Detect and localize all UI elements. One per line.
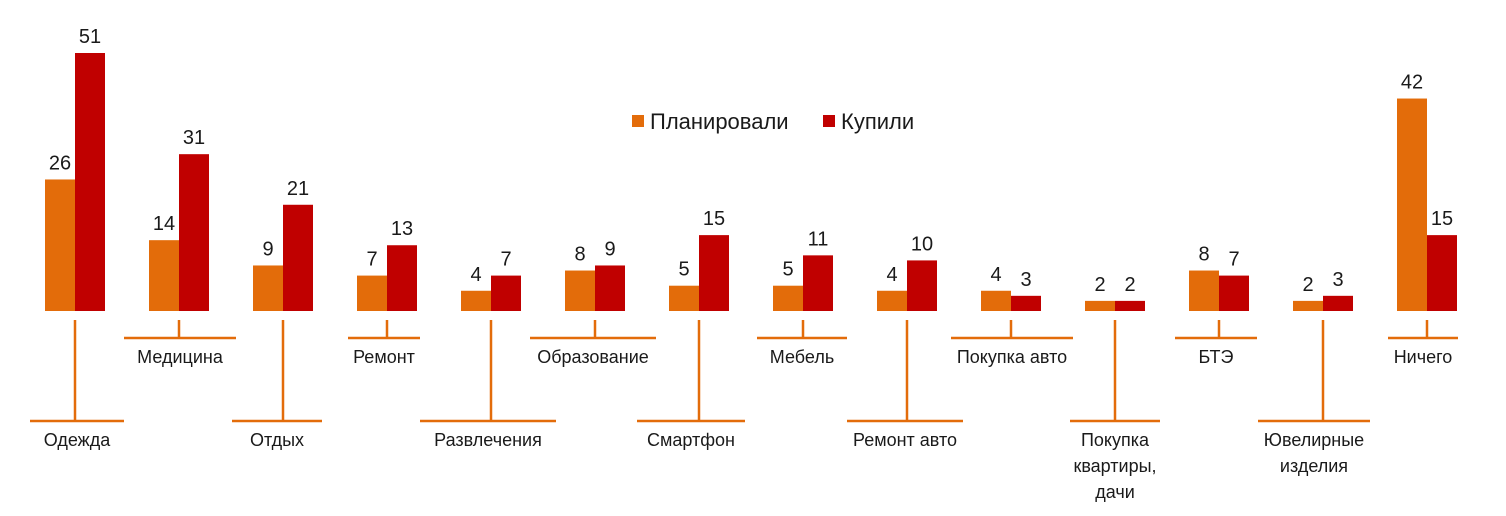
value-label-bought-11: 7 bbox=[1228, 249, 1239, 271]
bar-planned-11 bbox=[1189, 270, 1219, 311]
value-label-planned-12: 2 bbox=[1302, 274, 1313, 296]
category-label-10: Покупка квартиры, дачи bbox=[1073, 430, 1156, 502]
value-label-planned-3: 7 bbox=[366, 249, 377, 271]
bar-bought-7 bbox=[803, 255, 833, 311]
value-label-bought-13: 15 bbox=[1431, 208, 1453, 230]
value-label-bought-7: 11 bbox=[808, 228, 829, 250]
bar-bought-2 bbox=[283, 204, 313, 311]
category-label-3: Ремонт bbox=[353, 347, 415, 367]
value-label-planned-9: 4 bbox=[990, 264, 1001, 286]
legend-label-bought: Купили bbox=[841, 109, 914, 134]
category-label-4: Развлечения bbox=[434, 430, 542, 450]
value-label-bought-4: 7 bbox=[500, 249, 511, 271]
bar-planned-5 bbox=[565, 270, 595, 311]
legend-swatch-bought bbox=[823, 115, 835, 127]
value-label-bought-5: 9 bbox=[604, 238, 615, 260]
category-label-12: Ювелирные изделия bbox=[1264, 430, 1364, 476]
bar-bought-4 bbox=[491, 275, 521, 311]
legend-swatch-planned bbox=[632, 115, 644, 127]
bar-planned-2 bbox=[253, 265, 283, 311]
legend-label-planned: Планировали bbox=[650, 109, 789, 134]
bar-planned-3 bbox=[357, 275, 387, 311]
value-label-bought-12: 3 bbox=[1332, 269, 1343, 291]
bar-planned-12 bbox=[1293, 300, 1323, 311]
bar-bought-6 bbox=[699, 235, 729, 311]
bar-bought-9 bbox=[1011, 295, 1041, 311]
category-label-0: Одежда bbox=[44, 430, 111, 450]
bar-bought-8 bbox=[907, 260, 937, 311]
value-label-bought-8: 10 bbox=[911, 233, 933, 255]
value-label-planned-13: 42 bbox=[1401, 72, 1423, 94]
bar-bought-1 bbox=[179, 154, 209, 311]
bar-planned-9 bbox=[981, 290, 1011, 311]
value-label-bought-6: 15 bbox=[703, 208, 725, 230]
category-label-7: Мебель bbox=[770, 347, 834, 367]
bar-planned-10 bbox=[1085, 300, 1115, 311]
value-label-planned-5: 8 bbox=[574, 244, 585, 266]
bar-bought-11 bbox=[1219, 275, 1249, 311]
value-label-bought-3: 13 bbox=[391, 218, 413, 240]
value-label-bought-1: 31 bbox=[183, 127, 205, 149]
bar-planned-8 bbox=[877, 290, 907, 311]
bar-bought-10 bbox=[1115, 300, 1145, 311]
value-label-bought-0: 51 bbox=[79, 26, 101, 48]
bar-planned-6 bbox=[669, 285, 699, 311]
category-label-13: Ничего bbox=[1394, 347, 1453, 367]
category-label-1: Медицина bbox=[137, 347, 224, 367]
bar-planned-1 bbox=[149, 240, 179, 311]
bar-planned-13 bbox=[1397, 98, 1427, 311]
value-label-planned-0: 26 bbox=[49, 152, 71, 174]
legend: Планировали Купили bbox=[632, 109, 914, 134]
bar-bought-0 bbox=[75, 53, 105, 311]
category-label-5: Образование bbox=[537, 347, 649, 367]
category-label-2: Отдых bbox=[250, 430, 304, 450]
value-label-planned-11: 8 bbox=[1198, 244, 1209, 266]
category-label-8: Ремонт авто bbox=[853, 430, 957, 450]
bar-bought-12 bbox=[1323, 295, 1353, 311]
bar-planned-0 bbox=[45, 179, 75, 311]
category-label-6: Смартфон bbox=[647, 430, 735, 450]
value-label-bought-9: 3 bbox=[1020, 269, 1031, 291]
bar-bought-3 bbox=[387, 245, 417, 311]
value-label-planned-7: 5 bbox=[782, 259, 793, 281]
value-label-bought-10: 2 bbox=[1124, 274, 1135, 296]
value-label-planned-1: 14 bbox=[153, 213, 175, 235]
value-label-planned-10: 2 bbox=[1094, 274, 1105, 296]
value-label-planned-8: 4 bbox=[886, 264, 897, 286]
value-label-planned-6: 5 bbox=[678, 259, 689, 281]
value-label-planned-2: 9 bbox=[262, 238, 273, 260]
value-label-planned-4: 4 bbox=[470, 264, 481, 286]
bar-bought-13 bbox=[1427, 235, 1457, 311]
category-labels: Одежда Медицина Отдых Ремонт Развлечения Обра… bbox=[44, 347, 1453, 502]
category-label-9: Покупка авто bbox=[957, 347, 1067, 367]
category-label-11: БТЭ bbox=[1199, 347, 1234, 367]
value-label-bought-2: 21 bbox=[287, 178, 309, 200]
bar-bought-5 bbox=[595, 265, 625, 311]
bar-planned-4 bbox=[461, 290, 491, 311]
category-leaders bbox=[30, 320, 1458, 423]
bar-planned-7 bbox=[773, 285, 803, 311]
